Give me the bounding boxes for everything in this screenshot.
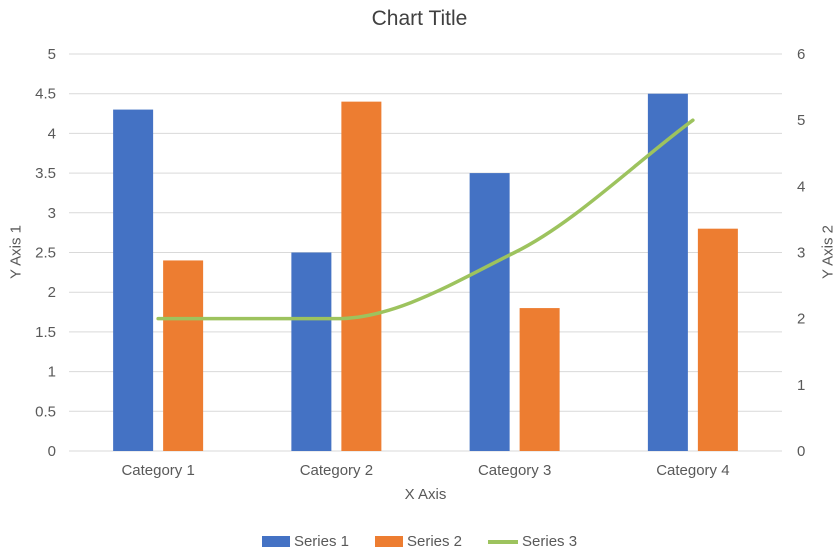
x-category-label: Category 1 bbox=[121, 462, 194, 479]
y1-tick-label: 5 bbox=[48, 46, 56, 63]
line-series3 bbox=[156, 118, 695, 321]
y1-tick-label: 2 bbox=[48, 284, 56, 301]
y-axis-1-title: Y Axis 1 bbox=[7, 225, 25, 279]
y2-tick-label: 3 bbox=[797, 245, 805, 262]
y1-tick-label: 1 bbox=[48, 364, 56, 381]
y1-tick-label: 4 bbox=[48, 125, 56, 142]
bar-series2-cat2 bbox=[341, 101, 382, 451]
legend: Series 1 Series 2 Series 3 bbox=[0, 533, 839, 550]
bar-series2-cat1 bbox=[163, 260, 204, 451]
legend-label-series2: Series 2 bbox=[406, 533, 463, 550]
legend-item-series3: Series 3 bbox=[488, 533, 577, 550]
bar-series2-cat3 bbox=[519, 308, 560, 451]
y2-tick-label: 1 bbox=[797, 377, 805, 394]
bar-series1-cat1 bbox=[113, 109, 154, 451]
plot-area: 0 0.5 1 1.5 2 2.5 3 3.5 4 4.5 5 0 1 2 3 4 5 6 Category 1 Ca… bbox=[35, 46, 805, 479]
x-category-label: Category 2 bbox=[300, 462, 373, 479]
y1-tick-label: 4.5 bbox=[35, 86, 56, 103]
y1-tick-label: 3.5 bbox=[35, 165, 56, 182]
y2-tick-label: 5 bbox=[797, 112, 805, 129]
legend-item-series1: Series 1 bbox=[261, 533, 349, 550]
y2-tick-label: 0 bbox=[797, 443, 805, 460]
legend-label-series1: Series 1 bbox=[293, 533, 349, 550]
legend-label-series3: Series 3 bbox=[522, 533, 578, 550]
x-axis-title: X Axis bbox=[404, 486, 447, 503]
bar-series1-cat4 bbox=[647, 93, 688, 451]
y2-tick-label: 2 bbox=[797, 311, 805, 328]
bar-series1-cat3 bbox=[469, 173, 510, 451]
legend-swatch-series1-icon bbox=[261, 536, 290, 547]
chart-title: Chart Title bbox=[371, 7, 468, 30]
y1-tick-label: 0.5 bbox=[35, 403, 56, 420]
y2-tick-label: 6 bbox=[797, 46, 805, 63]
legend-line-series3-icon bbox=[488, 539, 519, 544]
y1-tick-label: 1.5 bbox=[35, 324, 56, 341]
bar-series2-cat4 bbox=[697, 228, 738, 451]
x-category-label: Category 3 bbox=[478, 462, 551, 479]
y2-tick-label: 4 bbox=[797, 178, 805, 195]
y1-tick-label: 3 bbox=[48, 205, 56, 222]
legend-swatch-series2-icon bbox=[374, 536, 403, 547]
x-category-label: Category 4 bbox=[656, 462, 729, 479]
legend-item-series2: Series 2 bbox=[374, 533, 463, 550]
y1-tick-label: 0 bbox=[48, 443, 56, 460]
bar-series1-cat2 bbox=[291, 252, 332, 451]
y1-tick-label: 2.5 bbox=[35, 245, 56, 262]
y-axis-2-title: Y Axis 2 bbox=[819, 225, 837, 279]
